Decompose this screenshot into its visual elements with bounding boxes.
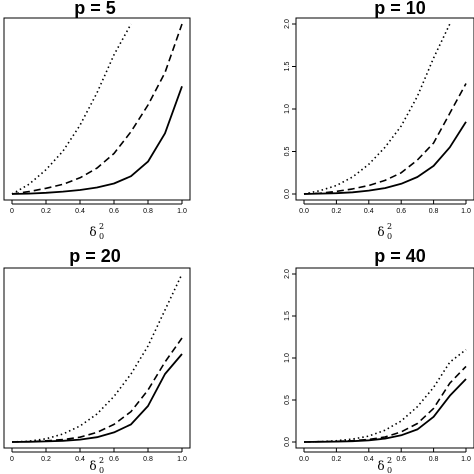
x-tick-label: 0.6 (109, 456, 119, 463)
x-axis-label-superscript: 2 (99, 222, 104, 231)
panel-p20: p = 200 0.2 0.4 0.6 0.8 1.0δ 20 (3, 246, 191, 474)
x-tick-label: 0.4 (75, 208, 85, 215)
chart-title: p = 5 (74, 0, 116, 18)
x-axis-label-superscript: 2 (387, 456, 392, 465)
x-tick-label: 0.0 (299, 456, 309, 463)
x-tick-label: 0.2 (332, 208, 342, 215)
y-tick-label: 0.0 (284, 437, 291, 447)
plot-frame (295, 17, 474, 201)
x-tick-label: 0.4 (364, 456, 374, 463)
x-tick-label: 0.6 (396, 456, 406, 463)
y-tick-label: 1.0 (284, 104, 291, 114)
x-axis-label-superscript: 2 (387, 222, 392, 231)
x-axis-label: δ (377, 225, 384, 239)
chart-title: p = 40 (374, 246, 426, 266)
x-tick-label: 1.0 (177, 456, 187, 463)
y-tick-label: 0.0 (284, 189, 291, 199)
plot-frame (295, 267, 474, 449)
x-tick-label: 0.2 (41, 208, 51, 215)
y-tick-label: 0.5 (284, 395, 291, 405)
chart-title: p = 20 (69, 246, 121, 266)
x-tick-label: 0.0 (299, 208, 309, 215)
x-axis-label: δ (377, 459, 384, 473)
x-tick-label: 0.8 (429, 456, 439, 463)
series-line-solid (11, 353, 183, 443)
y-tick-label: 2.0 (284, 269, 291, 279)
x-tick-label: 0.6 (396, 208, 406, 215)
x-axis-label-superscript: 2 (99, 456, 104, 465)
x-axis-label: δ (89, 459, 96, 473)
y-tick-label: 0.5 (284, 147, 291, 157)
x-tick-label: 0.4 (75, 456, 85, 463)
series-line-dashed (11, 23, 183, 195)
x-tick-label: 0 (10, 208, 14, 215)
x-tick-label: 1.0 (461, 456, 471, 463)
y-tick-label: 1.5 (284, 311, 291, 321)
series-line-solid (303, 121, 467, 195)
x-tick-label: 1.0 (177, 208, 187, 215)
x-tick-label: 0.6 (109, 208, 119, 215)
x-tick-label: 1.0 (461, 208, 471, 215)
series-line-solid (11, 85, 183, 195)
chart-title: p = 10 (374, 0, 426, 18)
y-tick-label: 1.5 (284, 62, 291, 72)
y-tick-label: 2.0 (284, 19, 291, 29)
x-tick-label: 0 (10, 456, 14, 463)
series-line-solid (303, 378, 467, 443)
panel-p10: p = 10 0.0 0.2 0.4 0.6 0.8 1.0 0.0 0.5 1.0 1.5 2.0 δ… (284, 0, 474, 241)
x-tick-label: 0.8 (143, 208, 153, 215)
x-tick-label: 0.2 (41, 456, 51, 463)
series-line-dotted (303, 23, 451, 195)
y-tick-label: 1.0 (284, 353, 291, 363)
x-tick-label: 0.8 (429, 208, 439, 215)
x-tick-label: 0.2 (332, 456, 342, 463)
panel-p5: p = 50 0.2 0.4 0.6 0.8 1.0δ 20 (3, 0, 191, 241)
series-line-dotted (11, 23, 132, 195)
series-line-dashed (303, 365, 467, 443)
series-line-dotted (11, 273, 183, 443)
x-tick-label: 0.8 (143, 456, 153, 463)
x-axis-label-subscript: 0 (387, 466, 392, 474)
panel-p40: p = 40 0.0 0.2 0.4 0.6 0.8 1.0 0.0 0.5 1.0 1.5 2.0 δ… (284, 246, 474, 474)
series-line-dotted (303, 348, 467, 443)
series-line-dashed (11, 337, 183, 443)
x-axis-label-subscript: 0 (99, 232, 104, 241)
x-axis-label: δ (89, 225, 96, 239)
series-line-dashed (303, 83, 467, 195)
x-axis-label-subscript: 0 (99, 466, 104, 474)
x-tick-label: 0.4 (364, 208, 374, 215)
x-axis-label-subscript: 0 (387, 232, 392, 241)
plot-frame (3, 267, 191, 449)
plot-frame (3, 17, 191, 201)
